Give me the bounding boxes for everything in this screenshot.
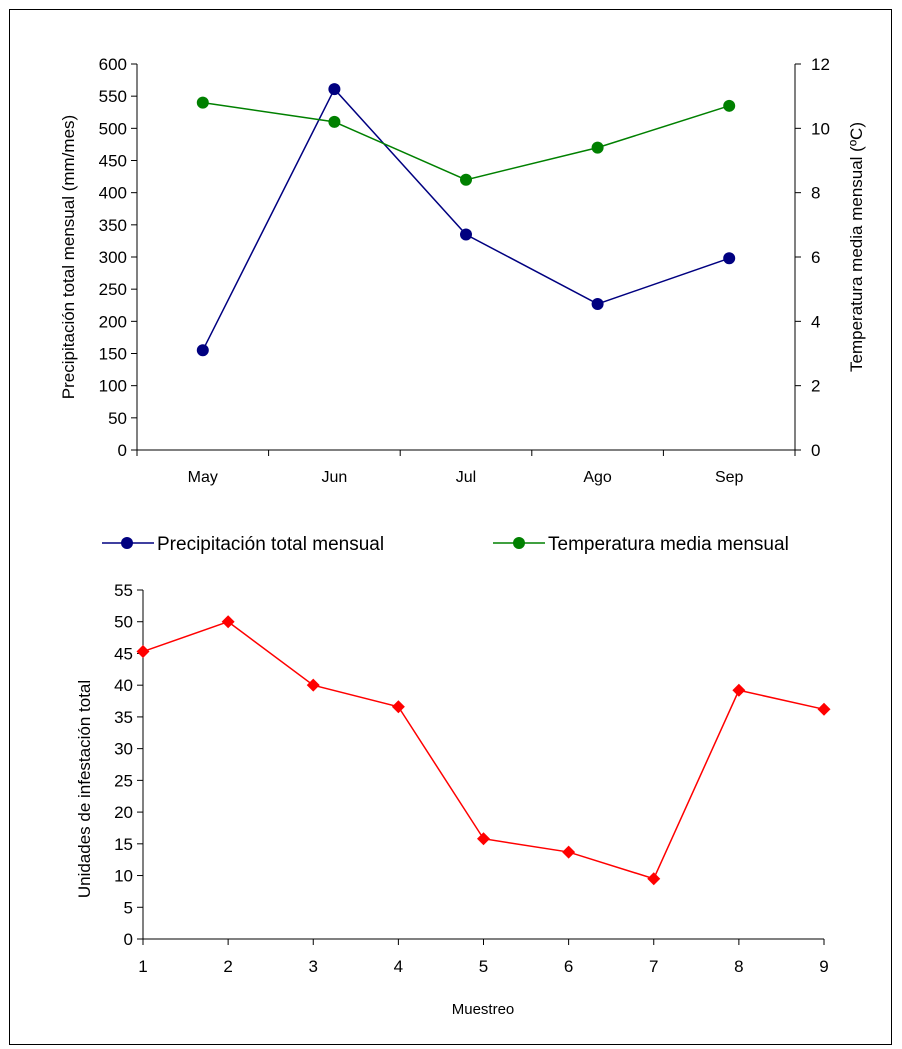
chart1-y-axis-label: Precipitación total mensual (mm/mes): [59, 115, 78, 399]
chart2-x-axis-label: Muestreo: [452, 1001, 515, 1018]
chart2-y-tick-label: 5: [124, 898, 133, 917]
chart2-y-tick-label: 10: [114, 867, 133, 886]
chart2-y-tick-label: 55: [114, 581, 133, 600]
chart2-point: [136, 645, 150, 659]
chart2-point: [647, 872, 661, 886]
chart1-point-1: [460, 173, 472, 186]
chart1-y2-tick-label: 8: [811, 184, 820, 203]
chart2-y-tick-label: 0: [124, 930, 133, 949]
chart1-y2-tick-label: 10: [811, 119, 830, 138]
chart1-y-tick-label: 550: [99, 87, 127, 106]
chart1-x-tick-label: Ago: [583, 469, 612, 486]
chart1-point-0: [591, 297, 604, 310]
climate-chart: 0 50 100 150 200 250 300 350 400 450 500 550 600 0 2 4 6…: [59, 55, 866, 555]
chart2-y-tick-label: 50: [114, 613, 133, 632]
chart2-point: [306, 678, 320, 692]
chart2-x-tick-label: 5: [479, 957, 488, 976]
chart1-y-tick-label: 300: [99, 248, 127, 267]
chart1-y-tick-label: 400: [99, 184, 127, 203]
chart1-point-0: [196, 344, 209, 357]
chart1-y2-tick-label: 0: [811, 441, 820, 460]
chart1-point-0: [723, 252, 736, 265]
legend-label-precipitation: Precipitación total mensual: [157, 534, 384, 555]
chart1-point-1: [723, 99, 736, 112]
legend-marker-precipitation: [121, 537, 133, 549]
chart1-legend: Precipitación total mensual Temperatura …: [102, 534, 789, 555]
chart1-point-1: [196, 96, 209, 109]
chart2-y-tick-label: 30: [114, 740, 133, 759]
chart2-x-tick-label: 4: [394, 957, 403, 976]
chart1-point-1: [328, 115, 341, 128]
chart2-x-tick-label: 2: [223, 957, 232, 976]
chart2-point: [391, 700, 405, 714]
chart2-point: [732, 683, 746, 697]
chart1-y-tick-label: 450: [99, 152, 127, 171]
chart1-y2-tick-label: 4: [811, 312, 820, 331]
chart2-x-tick-label: 3: [309, 957, 318, 976]
chart1-y-tick-label: 250: [99, 280, 127, 299]
legend-label-temperature: Temperatura media mensual: [548, 534, 789, 555]
chart2-y-tick-label: 40: [114, 676, 133, 695]
chart2-y-tick-label: 25: [114, 771, 133, 790]
chart2-y-tick-label: 20: [114, 803, 133, 822]
figure-border: [9, 9, 892, 1045]
chart2-point: [817, 702, 831, 716]
chart1-y-tick-label: 200: [99, 312, 127, 331]
chart1-point-0: [460, 228, 472, 241]
legend-marker-temperature: [513, 537, 525, 549]
chart1-y-tick-label: 100: [99, 377, 127, 396]
chart1-point-0: [328, 83, 341, 96]
chart2-point: [562, 845, 576, 859]
chart1-y-tick-label: 350: [99, 216, 127, 235]
chart2-y-tick-label: 15: [114, 835, 133, 854]
chart1-y2-tick-label: 2: [811, 377, 820, 396]
chart2-point: [221, 615, 235, 629]
chart2-y-tick-label: 35: [114, 708, 133, 727]
chart1-y-tick-label: 600: [99, 55, 127, 74]
chart1-y-tick-label: 500: [99, 119, 127, 138]
chart2-x-tick-label: 8: [734, 957, 743, 976]
chart1-point-1: [591, 141, 604, 154]
chart1-y2-tick-label: 6: [811, 248, 820, 267]
chart1-y2-axis-label: Temperatura media mensual (ºC): [847, 122, 866, 372]
chart1-y-tick-label: 150: [99, 345, 127, 364]
chart1-x-tick-label: Jul: [456, 469, 476, 486]
chart2-x-tick-label: 1: [138, 957, 147, 976]
chart1-y-tick-label: 0: [118, 441, 127, 460]
chart2-y-axis-label: Unidades de infestación total: [75, 680, 94, 898]
chart2-y-tick-label: 45: [114, 644, 133, 663]
chart2-x-tick-label: 6: [564, 957, 573, 976]
chart1-x-tick-label: Jun: [322, 469, 348, 486]
chart1-y-tick-label: 50: [108, 409, 127, 428]
chart1-x-tick-label: Sep: [715, 469, 744, 486]
chart2-point: [477, 832, 490, 846]
chart2-x-tick-label: 7: [649, 957, 658, 976]
chart1-x-tick-label: May: [188, 469, 218, 486]
chart2-x-tick-label: 9: [819, 957, 828, 976]
chart1-y2-tick-label: 12: [811, 55, 830, 74]
